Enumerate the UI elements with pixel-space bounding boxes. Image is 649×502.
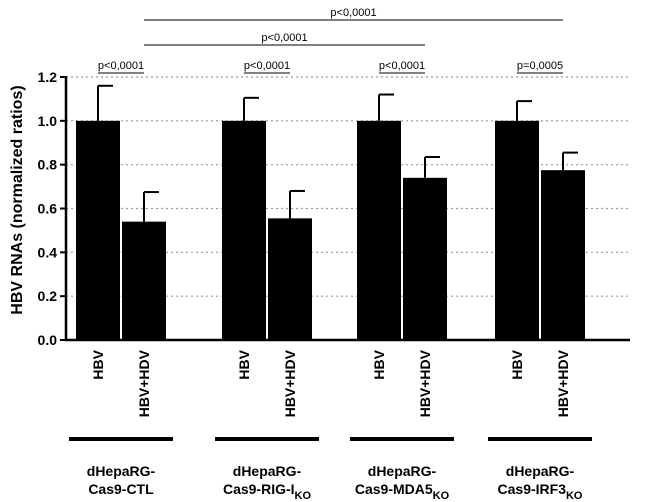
y-tick-label: 1.2 xyxy=(38,69,58,85)
group-label-line1: dHepaRG- xyxy=(506,463,575,479)
y-tick-label: 0.6 xyxy=(38,201,58,217)
category-label: HBV+HDV xyxy=(555,349,571,417)
category-label: HBV xyxy=(509,349,525,379)
bar xyxy=(76,120,120,340)
bar xyxy=(122,221,166,340)
category-label: HBV+HDV xyxy=(282,349,298,417)
group-label-line2: Cas9-MDA5KO xyxy=(355,481,450,502)
group-label-line1: dHepaRG- xyxy=(368,463,437,479)
p-value-label: p<0,0001 xyxy=(379,60,425,72)
category-label: HBV xyxy=(236,349,252,379)
category-label: HBV+HDV xyxy=(417,349,433,417)
bar xyxy=(541,170,585,340)
bar xyxy=(268,218,312,340)
significance-comparisons: p<0,0001 p<0,0001 p<0,0001 p=0,0005 p<0,0001… xyxy=(98,7,563,74)
p-value-label: p<0,0001 xyxy=(244,60,290,72)
y-tick-label: 0.0 xyxy=(38,332,58,348)
bar xyxy=(495,120,539,340)
group-labels: dHepaRG- Cas9-CTL dHepaRG- Cas9-RIG-IKO dHep… xyxy=(69,437,592,502)
bar xyxy=(357,120,401,340)
group-label-line1: dHepaRG- xyxy=(87,463,156,479)
p-value-label: p<0,0001 xyxy=(98,60,144,72)
y-tick-label: 0.8 xyxy=(38,157,58,173)
group-label-line1: dHepaRG- xyxy=(233,463,302,479)
group-label-line2: Cas9-CTL xyxy=(88,481,154,497)
p-value-label: p<0,0001 xyxy=(330,7,376,19)
category-label: HBV xyxy=(90,349,106,379)
bar xyxy=(403,177,447,340)
group-label-line2: Cas9-IRF3KO xyxy=(498,481,583,502)
y-axis-title: HBV RNAs (normalized ratios) xyxy=(9,85,26,314)
category-label: HBV+HDV xyxy=(136,349,152,417)
category-label: HBV xyxy=(371,349,387,379)
category-labels: HBV HBV+HDV HBV HBV+HDV HBV HBV+HDV HBV HBV+HDV xyxy=(90,349,571,417)
p-value-label: p=0,0005 xyxy=(517,60,563,72)
bars xyxy=(76,84,585,340)
bar xyxy=(222,120,266,340)
p-value-label: p<0,0001 xyxy=(261,32,307,44)
y-tick-label: 1.0 xyxy=(38,113,58,129)
group-label-line2: Cas9-RIG-IKO xyxy=(223,481,312,502)
y-tick-label: 0.2 xyxy=(38,288,58,304)
y-tick-label: 0.4 xyxy=(38,244,58,260)
